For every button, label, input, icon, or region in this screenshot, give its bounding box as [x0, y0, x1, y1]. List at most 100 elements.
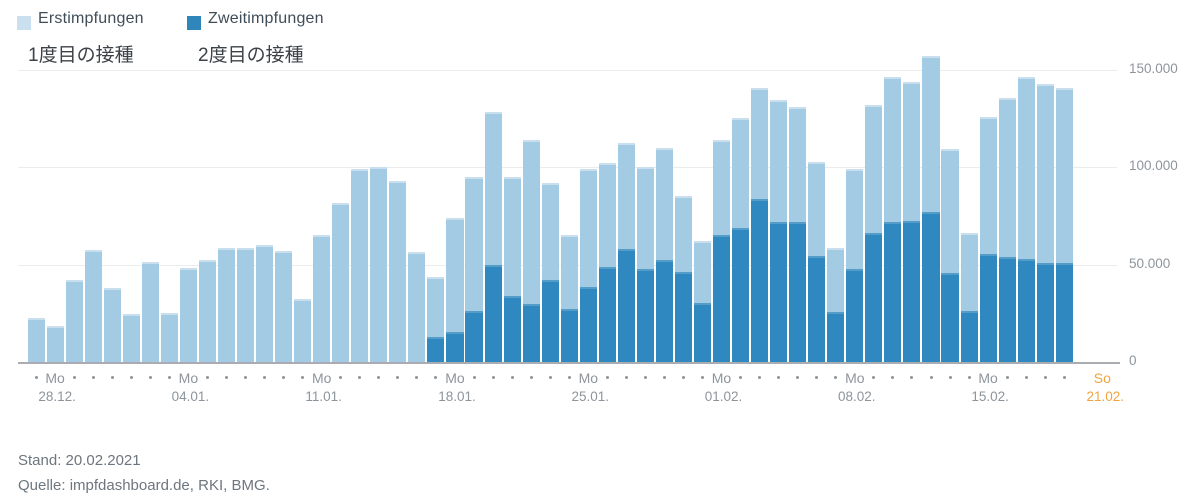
x-axis-day-dot [529, 376, 533, 379]
bar-15.02.[interactable] [979, 117, 997, 362]
x-axis-day-dot [777, 376, 781, 379]
bar-03.01.[interactable] [160, 312, 178, 362]
bar-04.02.[interactable] [770, 99, 788, 362]
zweitimpfungen-segment [1017, 259, 1035, 362]
bar-24.01.[interactable] [560, 234, 578, 362]
bar-28.12.[interactable] [46, 325, 64, 362]
zweitimpfungen-segment [617, 249, 635, 362]
bar-18.01.[interactable] [446, 217, 464, 362]
x-axis-monday-label: Mo [711, 370, 732, 386]
erstimpfungen-segment [655, 148, 673, 261]
bar-17.02.[interactable] [1017, 77, 1035, 362]
bar-15.01.[interactable] [389, 180, 407, 362]
bar-06.01.[interactable] [217, 247, 236, 362]
bar-31.12.[interactable] [103, 287, 121, 362]
bar-19.01.[interactable] [465, 176, 483, 363]
bar-10.01.[interactable] [294, 299, 312, 362]
bar-12.02.[interactable] [922, 56, 940, 362]
bar-23.01.[interactable] [541, 183, 559, 362]
bar-02.02.[interactable] [732, 117, 750, 362]
bar-31.01.[interactable] [693, 241, 712, 362]
bar-30.01.[interactable] [674, 195, 693, 362]
erstimpfungen-segment [579, 169, 597, 288]
x-axis-day-dot [263, 376, 267, 379]
bar-01.01.[interactable] [122, 314, 140, 362]
bar-06.02.[interactable] [808, 161, 826, 362]
x-axis-day-dot [929, 376, 933, 379]
bar-09.01.[interactable] [275, 250, 293, 362]
erstimpfungen-segment [446, 217, 464, 333]
bar-13.01.[interactable] [351, 169, 369, 362]
zweitimpfungen-segment [1036, 263, 1054, 362]
x-axis-day-dot [701, 376, 704, 379]
bar-22.01.[interactable] [522, 140, 540, 362]
bar-03.02.[interactable] [751, 88, 769, 362]
x-axis-sunday-label: So [1093, 370, 1111, 386]
x-axis-day-dot [225, 376, 228, 379]
bar-13.02.[interactable] [941, 148, 959, 362]
bar-27.12.[interactable] [27, 317, 45, 362]
bar-18.02.[interactable] [1036, 83, 1054, 362]
erstimpfungen-segment [179, 268, 197, 362]
bar-14.02.[interactable] [960, 233, 978, 362]
bar-09.02.[interactable] [865, 105, 883, 362]
bar-04.01.[interactable] [179, 268, 197, 362]
bar-11.02.[interactable] [903, 82, 921, 362]
x-axis-day-dot [815, 376, 819, 379]
bar-14.01.[interactable] [370, 167, 388, 362]
bar-26.01.[interactable] [598, 163, 616, 362]
erstimpfungen-segment [712, 140, 731, 236]
zweitimpfungen-segment [903, 220, 921, 362]
bar-27.01.[interactable] [617, 143, 635, 362]
bar-08.01.[interactable] [256, 245, 274, 362]
bar-30.12.[interactable] [84, 249, 102, 362]
plot-area: 150.000 100.000 50.000 0 Mo 28.12. Mo 04.01. Mo 1… [18, 56, 1178, 404]
bar-21.01.[interactable] [503, 176, 521, 363]
x-axis-monday-label: Mo [178, 370, 199, 386]
erstimpfungen-segment [846, 169, 864, 270]
bar-19.02.[interactable] [1055, 87, 1073, 362]
erstimpfungen-segment [617, 143, 635, 250]
bar-29.01.[interactable] [655, 148, 673, 362]
bar-07.02.[interactable] [827, 248, 845, 362]
x-axis-day-dot [301, 376, 305, 379]
bar-29.12.[interactable] [65, 279, 83, 362]
erstimpfungen-segment [27, 317, 45, 362]
zweitimpfungen-segment [693, 302, 712, 362]
erstimpfungen-segment [1017, 77, 1035, 260]
bar-25.01.[interactable] [579, 169, 597, 362]
bar-20.01.[interactable] [484, 111, 502, 362]
x-axis-day-dot [1005, 376, 1009, 379]
bar-11.01.[interactable] [313, 235, 331, 362]
bar-01.02.[interactable] [712, 140, 731, 362]
x-axis-day-dot [567, 376, 571, 379]
zweitimpfungen-segment [598, 267, 616, 362]
bar-28.01.[interactable] [636, 166, 654, 362]
bar-02.01.[interactable] [141, 262, 159, 362]
y-axis-tick-label: 0 [1129, 353, 1137, 368]
x-axis-day-dot [643, 376, 647, 379]
bar-16.02.[interactable] [998, 98, 1016, 362]
x-axis-sunday-date-label: 21.02. [1086, 389, 1125, 404]
bar-07.01.[interactable] [236, 248, 255, 362]
y-gridline [18, 69, 1117, 71]
bar-17.01.[interactable] [427, 276, 445, 362]
bar-12.01.[interactable] [332, 202, 350, 362]
zweitimpfungen-segment [655, 260, 673, 362]
bar-05.02.[interactable] [789, 106, 807, 362]
erstimpfungen-segment [884, 76, 902, 222]
erstimpfungen-segment [84, 249, 102, 362]
bar-10.02.[interactable] [884, 76, 902, 362]
x-axis-day-dot [739, 376, 743, 379]
bar-05.01.[interactable] [198, 260, 217, 362]
x-axis-day-dot [948, 376, 952, 379]
erstimpfungen-segment [560, 234, 578, 309]
erstimpfungen-segment [65, 279, 83, 362]
erstimpfungen-segment [808, 161, 826, 256]
bar-08.02.[interactable] [846, 169, 864, 362]
x-axis-date-label: 18.01. [438, 389, 476, 404]
x-axis-day-dot [129, 376, 133, 379]
bar-16.01.[interactable] [408, 251, 426, 362]
stand-text: Stand: 20.02.2021 [18, 452, 141, 469]
